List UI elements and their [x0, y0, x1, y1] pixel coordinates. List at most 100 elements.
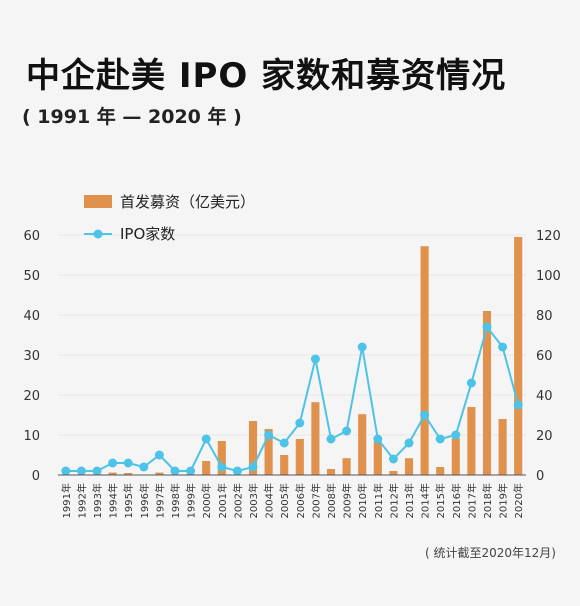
x-tick-label: 1998年 — [169, 483, 182, 518]
line-point — [92, 466, 102, 476]
bar — [124, 473, 133, 475]
legend-bar-label: 首发募资（亿美元） — [120, 193, 255, 211]
line-series — [61, 322, 523, 476]
line-point — [451, 430, 461, 440]
x-tick-label: 2005年 — [278, 483, 291, 518]
right-tick-label: 40 — [536, 389, 553, 404]
x-tick-label: 2008年 — [325, 483, 338, 518]
x-tick-label: 2015年 — [434, 483, 447, 518]
x-tick-label: 2012年 — [387, 483, 400, 518]
right-tick-label: 0 — [536, 469, 544, 484]
line-point — [342, 426, 352, 436]
x-tick-label: 2014年 — [419, 483, 432, 518]
x-tick-label: 2011年 — [372, 483, 385, 518]
line-point — [513, 400, 523, 410]
line-point — [310, 354, 320, 364]
bar — [108, 472, 117, 475]
line-point — [154, 450, 164, 460]
line-point — [435, 434, 445, 444]
line-point — [123, 458, 133, 468]
x-tick-label: 2018年 — [481, 483, 494, 518]
bar — [311, 402, 320, 475]
line-point — [170, 466, 180, 476]
x-tick-label: 2002年 — [231, 483, 244, 518]
legend-line-label: IPO家数 — [120, 225, 175, 243]
bar — [264, 429, 273, 475]
x-tick-label: 1996年 — [138, 483, 151, 518]
left-tick-label: 60 — [23, 229, 40, 244]
gridlines — [58, 234, 526, 436]
chart-title: 中企赴美 IPO 家数和募资情况 — [26, 56, 507, 96]
bar — [420, 246, 429, 475]
bar — [155, 472, 164, 475]
left-tick-label: 40 — [23, 309, 40, 324]
line-point — [248, 462, 258, 472]
bar — [436, 467, 445, 475]
bar — [404, 458, 414, 475]
right-tick-label: 60 — [536, 349, 553, 364]
x-tick-label: 1993年 — [91, 483, 104, 518]
right-tick-label: 80 — [536, 309, 553, 324]
x-tick-label: 2013年 — [403, 483, 416, 518]
legend-bar-swatch — [84, 195, 112, 208]
bar — [326, 469, 336, 475]
x-tick-label: 2017年 — [465, 483, 478, 518]
line-point — [295, 418, 305, 428]
x-tick-label: 1997年 — [153, 483, 166, 518]
footnote: ( 统计截至2020年12月) — [425, 546, 556, 560]
line-point — [326, 434, 336, 444]
right-tick-label: 120 — [536, 229, 561, 244]
bar — [280, 455, 289, 475]
bar — [358, 414, 367, 475]
x-tick-label: 2009年 — [341, 483, 354, 518]
line-point — [76, 466, 86, 476]
left-tick-label: 50 — [23, 269, 40, 284]
bar — [514, 237, 523, 475]
bar — [373, 441, 382, 475]
bar — [389, 471, 398, 475]
right-tick-label: 20 — [536, 429, 553, 444]
x-tick-label: 2000年 — [200, 483, 213, 518]
line-point — [139, 462, 149, 472]
bar — [482, 311, 492, 475]
line-point — [420, 410, 430, 420]
line-point — [217, 462, 227, 472]
bar — [342, 458, 351, 475]
line-point — [186, 466, 196, 476]
left-tick-label: 0 — [32, 469, 40, 484]
x-tick-label: 2006年 — [294, 483, 307, 518]
x-tick-label: 2003年 — [247, 483, 260, 518]
chart-subtitle: ( 1991 年 — 2020 年 ) — [22, 106, 242, 128]
bar — [451, 438, 460, 475]
left-tick-label: 20 — [23, 389, 40, 404]
bar-series — [92, 237, 523, 475]
line-point — [388, 454, 398, 464]
x-tick-label: 1995年 — [122, 483, 135, 518]
right-tick-label: 100 — [536, 269, 561, 284]
line-point — [466, 378, 476, 388]
legend: 首发募资（亿美元） IPO家数 — [84, 193, 255, 243]
line-point — [482, 322, 492, 332]
line-point — [498, 342, 508, 352]
x-tick-label: 2007年 — [309, 483, 322, 518]
line-point — [232, 466, 242, 476]
line-point — [357, 342, 367, 352]
x-tick-label: 2016年 — [450, 483, 463, 518]
x-tick-label: 1992年 — [75, 483, 88, 518]
x-tick-label: 2010年 — [356, 483, 369, 518]
bar — [248, 421, 258, 475]
x-tick-label: 2020年 — [512, 483, 525, 518]
bar — [202, 461, 211, 475]
left-tick-label: 30 — [23, 349, 40, 364]
x-tick-label: 1994年 — [107, 483, 120, 518]
bar — [217, 441, 226, 475]
line-point — [201, 434, 211, 444]
bar — [295, 439, 304, 475]
line-point — [279, 438, 289, 448]
ipo-count-line — [65, 324, 520, 473]
line-point — [404, 438, 414, 448]
line-point — [264, 430, 274, 440]
